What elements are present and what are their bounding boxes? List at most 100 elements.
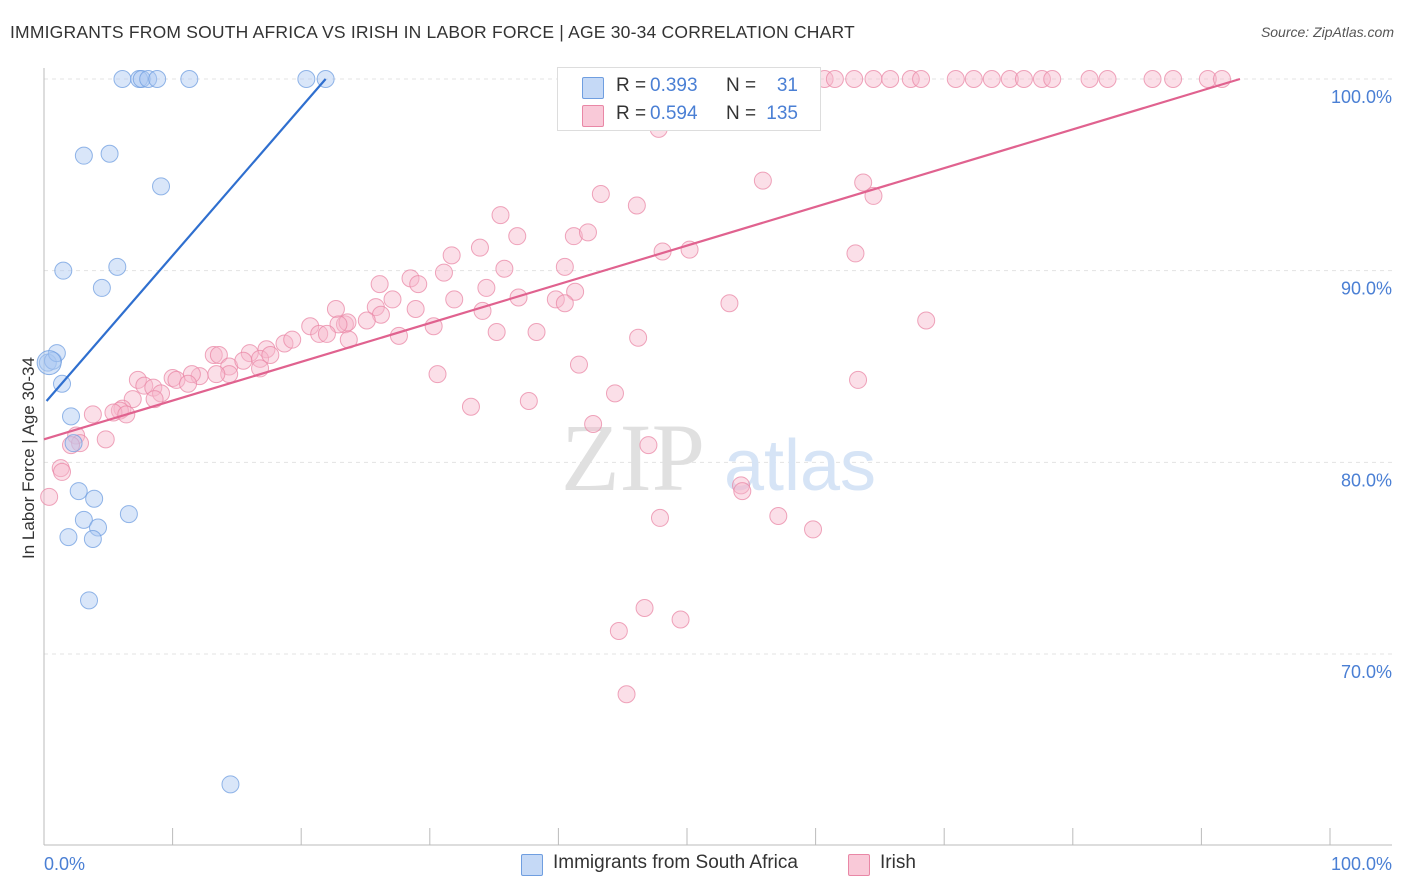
south-africa-point <box>74 510 93 529</box>
irish-point <box>946 70 965 88</box>
irish-point <box>301 317 320 336</box>
south-africa-point <box>297 70 316 88</box>
irish-point <box>845 70 864 88</box>
irish-point <box>491 206 510 225</box>
south-africa-point <box>221 775 240 794</box>
legend-n-label: N = <box>726 75 757 96</box>
irish-point <box>635 599 654 617</box>
irish-point <box>370 275 389 294</box>
irish-point <box>901 70 920 88</box>
irish-point <box>671 610 690 629</box>
south-africa-point <box>148 70 167 88</box>
irish-point <box>71 434 90 453</box>
irish-point <box>424 317 443 336</box>
irish-point <box>461 397 480 416</box>
south-africa-point <box>113 70 132 88</box>
source-name: ZipAtlas.com <box>1313 24 1394 40</box>
chart-source: Source: ZipAtlas.com <box>1261 24 1394 40</box>
irish-point <box>209 346 228 364</box>
irish-point <box>804 520 823 539</box>
irish-point <box>546 290 565 309</box>
irish-point <box>487 323 506 341</box>
south-africa-point <box>74 146 93 165</box>
irish-point <box>584 415 603 433</box>
irish-point <box>40 487 59 506</box>
irish-point <box>317 324 336 343</box>
irish-point <box>383 290 402 309</box>
legend-row-south-africa: R = 0.393 N = 31 <box>558 72 820 102</box>
watermark-zip: ZIP <box>561 404 705 511</box>
series-label-south-africa: Immigrants from South Africa <box>553 852 798 873</box>
irish-point <box>145 390 164 409</box>
irish-point <box>442 246 461 265</box>
irish-point <box>769 507 788 525</box>
irish-point <box>167 370 186 389</box>
irish-point <box>1043 70 1062 88</box>
series-swatch-pink <box>848 854 870 876</box>
irish-point <box>470 238 489 257</box>
irish-point <box>477 278 496 297</box>
irish-point <box>261 346 280 364</box>
irish-trendline <box>43 77 1241 441</box>
south-africa-point <box>92 278 111 297</box>
south-africa-point <box>89 518 108 537</box>
south-africa-point <box>69 482 88 501</box>
irish-point <box>569 355 588 374</box>
south-africa-point <box>119 505 138 524</box>
irish-point <box>591 185 610 203</box>
irish-point <box>310 324 329 343</box>
irish-point <box>1000 70 1019 88</box>
trendlines <box>43 77 1241 441</box>
y-axis-title: In Labor Force | Age 30-34 <box>19 357 38 559</box>
south-africa-point <box>54 261 73 280</box>
south-africa-point <box>180 70 199 88</box>
irish-point <box>964 70 983 88</box>
irish-point <box>881 70 900 88</box>
south-africa-point <box>62 407 81 426</box>
irish-point <box>495 259 514 278</box>
x-tick-label: 0.0% <box>44 854 85 874</box>
legend-n-value: 135 <box>766 103 798 124</box>
series-legend: Immigrants from South Africa Irish <box>0 852 1406 878</box>
irish-point <box>849 370 868 389</box>
south-africa-point <box>59 528 78 547</box>
legend-row-irish: R = 0.594 N = 135 <box>558 100 820 130</box>
irish-point <box>917 311 936 330</box>
irish-point <box>53 462 72 481</box>
irish-point <box>720 294 739 313</box>
axis-labels: 70.0% 80.0% 90.0% 100.0% 0.0% 100.0% In Labor … <box>19 87 1392 874</box>
irish-point <box>519 392 538 410</box>
irish-point <box>617 685 636 704</box>
irish-point <box>204 346 223 364</box>
watermark-atlas: atlas <box>724 426 876 506</box>
y-tick-label: 80.0% <box>1341 470 1392 490</box>
south-africa-point <box>100 144 119 163</box>
irish-point <box>135 376 154 395</box>
irish-point <box>555 257 574 276</box>
irish-point <box>283 330 302 349</box>
irish-point <box>1164 70 1183 88</box>
irish-point <box>1143 70 1162 88</box>
legend-n-label: N = <box>726 103 757 124</box>
irish-point <box>1032 70 1051 88</box>
south-africa-point <box>36 350 62 376</box>
irish-point <box>825 70 844 88</box>
irish-point <box>182 365 201 384</box>
irish-point <box>207 365 226 384</box>
irish-point <box>912 70 931 88</box>
irish-point <box>578 223 597 242</box>
irish-point <box>434 263 453 282</box>
source-prefix: Source: <box>1260 24 1314 40</box>
irish-point <box>609 622 628 640</box>
irish-point <box>733 482 752 501</box>
irish-point <box>96 430 115 449</box>
irish-point <box>864 70 883 88</box>
south-africa-point <box>152 177 171 196</box>
irish-point <box>627 196 646 215</box>
south-africa-point <box>108 257 127 276</box>
irish-point <box>1198 70 1217 88</box>
irish-point <box>629 328 648 347</box>
irish-point <box>83 405 102 424</box>
irish-point <box>564 227 583 246</box>
